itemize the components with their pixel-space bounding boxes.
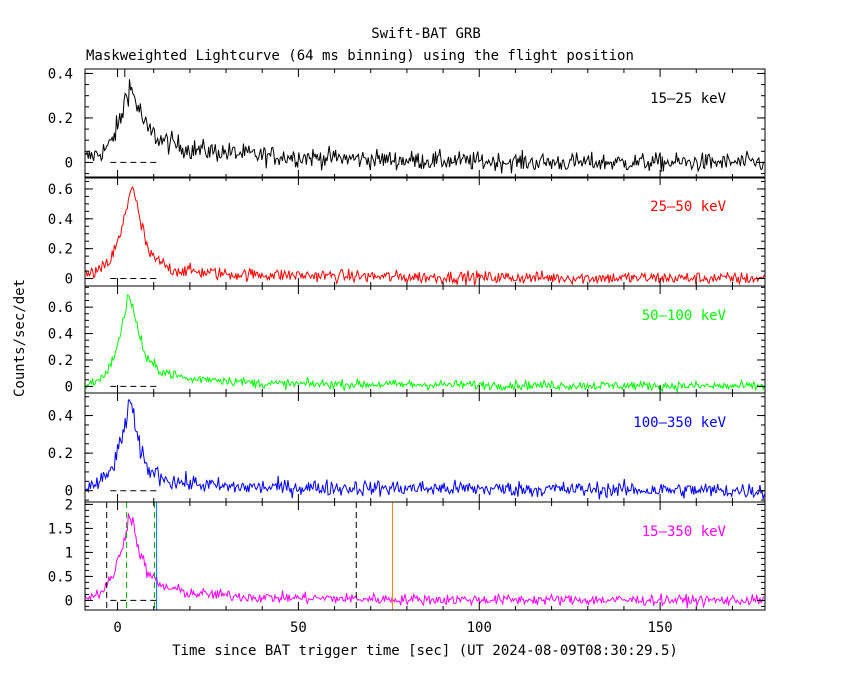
band-label: 15–25 keV — [650, 91, 726, 107]
x-tick-label: 50 — [290, 620, 307, 636]
series-line-5 — [85, 513, 765, 609]
series-line-4 — [85, 399, 765, 500]
y-tick-label: 0.4 — [48, 66, 73, 82]
band-label: 15–350 keV — [642, 524, 727, 540]
y-tick-label: 0 — [65, 272, 73, 288]
panel-1: 0 0.2 0.4 15–25 keV — [48, 66, 766, 179]
y-tick-label: 0.2 — [48, 446, 73, 462]
y-tick-label: 0.2 — [48, 353, 73, 369]
y-tick-label: 1.5 — [48, 521, 73, 537]
series-line-1 — [85, 79, 765, 174]
x-tick-label: 0 — [113, 620, 121, 636]
panel-3: 0 0.2 0.4 0.6 50–100 keV — [48, 285, 766, 395]
y-tick-label: 0 — [65, 484, 73, 500]
y-tick-label: 0.4 — [48, 327, 73, 343]
y-axis-label: Counts/sec/det — [12, 279, 28, 397]
y-tick-label: 0 — [65, 379, 73, 395]
band-label: 25–50 keV — [650, 199, 726, 215]
y-tick-label: 0.2 — [48, 111, 73, 127]
y-tick-label: 2 — [65, 497, 73, 513]
y-tick-label: 1 — [65, 545, 73, 561]
chart-title: Swift-BAT GRB — [371, 26, 481, 42]
y-tick-label: 0.4 — [48, 212, 73, 228]
series-line-3 — [85, 294, 765, 393]
panel-5: 0 0.5 1 1.5 2 15–350 keV — [48, 497, 766, 611]
panel-frame-5 — [84, 501, 766, 611]
x-tick-label: 100 — [467, 620, 492, 636]
series-line-2 — [85, 186, 765, 286]
x-axis-label: Time since BAT trigger time [sec] (UT 20… — [172, 643, 678, 659]
y-tick-label: 0.5 — [48, 569, 73, 585]
x-tick-label: 150 — [647, 620, 672, 636]
band-label: 100–350 keV — [633, 415, 726, 431]
y-tick-label: 0.6 — [48, 182, 73, 198]
y-tick-label: 0.4 — [48, 409, 73, 425]
y-tick-label: 0.2 — [48, 242, 73, 258]
chart-subtitle: Maskweighted Lightcurve (64 ms binning) … — [86, 48, 634, 64]
panel-2: 0 0.2 0.4 0.6 25–50 keV — [48, 176, 766, 288]
y-tick-label: 0 — [65, 155, 73, 171]
band-label: 50–100 keV — [642, 308, 727, 324]
panel-frame-3 — [84, 285, 766, 394]
y-tick-label: 0 — [65, 593, 73, 609]
panel-4: 0 0.2 0.4 100–350 keV — [48, 392, 766, 503]
y-tick-label: 0.6 — [48, 300, 73, 316]
panel-frame-1 — [84, 68, 766, 179]
